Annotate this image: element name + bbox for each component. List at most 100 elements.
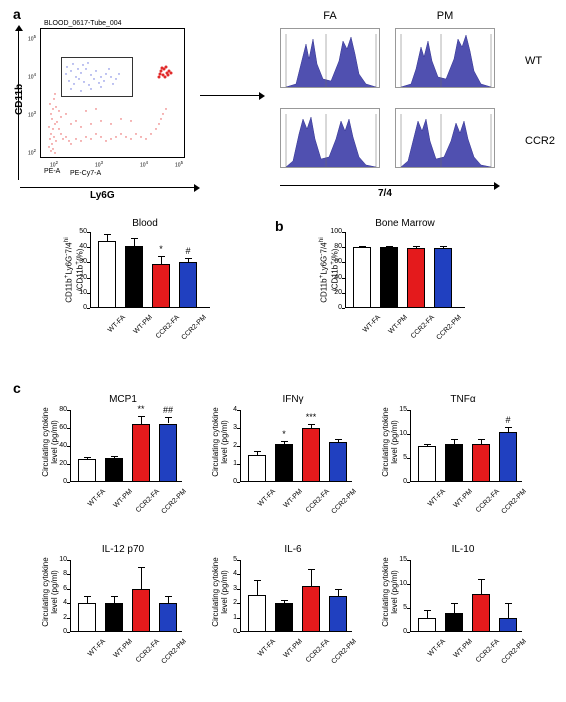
ytick: 4 (52, 599, 67, 606)
ytick: 2 (222, 442, 237, 449)
scatter-x-label: Ly6G (90, 190, 115, 201)
chart-title-IL-10: IL-10 (408, 544, 518, 555)
bar-WT-PM (445, 444, 463, 482)
scatter-y-label: CD11b (14, 84, 25, 115)
bar-WT-FA (248, 595, 266, 632)
ytick: 10 (72, 289, 87, 296)
ytick: 15 (392, 556, 407, 563)
ytick: 0 (392, 628, 407, 635)
ytick: 40 (52, 442, 67, 449)
xtick-WT-FA: WT-FA (247, 488, 277, 518)
xtick-WT-FA: WT-FA (247, 638, 277, 668)
bar-WT-PM (105, 458, 123, 482)
ytick: 1 (222, 614, 237, 621)
bar-CCR2-FA (472, 594, 490, 632)
bar-WT-FA (248, 455, 266, 482)
xtick-CCR2-FA: CCR2-FA (301, 488, 331, 518)
bar-CCR2-FA (152, 264, 170, 308)
panel-a-label: a (13, 6, 21, 22)
sig-marker: * (150, 244, 172, 254)
scatter-x-arrow (20, 187, 195, 188)
ytick: 4 (222, 570, 237, 577)
xtick-CCR2-PM: CCR2-PM (328, 488, 358, 518)
sig-marker: # (497, 415, 519, 425)
bar-WT-FA (78, 603, 96, 632)
chart-title-IFNγ: IFNγ (238, 394, 348, 405)
histo-wt-pm (395, 28, 495, 88)
xtick-CCR2-FA: CCR2-FA (301, 638, 331, 668)
scatter-gate (61, 57, 133, 97)
sig-marker: # (177, 246, 199, 256)
panel-b-label: b (275, 218, 284, 234)
bar-CCR2-FA (302, 586, 320, 632)
ytick: 2 (52, 614, 67, 621)
bar-CCR2-FA (407, 248, 425, 308)
ytick: 3 (222, 585, 237, 592)
histo-x-label: 7/4 (378, 188, 392, 199)
xtick-WT-PM: WT-PM (104, 638, 134, 668)
histo-row-ccr2: CCR2 (525, 135, 555, 147)
histo-wt-fa (280, 28, 380, 88)
xtick-WT-FA: WT-FA (417, 638, 447, 668)
xtick-WT-FA: WT-FA (417, 488, 447, 518)
xtick-CCR2-FA: CCR2-FA (471, 638, 501, 668)
histo-ccr2-fa (280, 108, 380, 168)
chart-ylabel: Circulating cytokinelevel (pg/ml) (382, 552, 400, 632)
xtick-CCR2-PM: CCR2-PM (328, 638, 358, 668)
ytick: 0 (52, 478, 67, 485)
ytick: 20 (52, 460, 67, 467)
bar-CCR2-FA (132, 424, 150, 482)
sig-marker: ** (130, 404, 152, 414)
bar-WT-PM (105, 603, 123, 632)
bar-CCR2-PM (179, 262, 197, 308)
bar-WT-PM (125, 246, 143, 308)
xtick-CCR2-PM: CCR2-PM (158, 488, 188, 518)
bar-CCR2-PM (159, 424, 177, 483)
bar-CCR2-PM (159, 603, 177, 632)
histo-ccr2-pm (395, 108, 495, 168)
ytick: 5 (222, 556, 237, 563)
ytick: 20 (327, 289, 342, 296)
bar-WT-PM (445, 613, 463, 632)
chart-blood-ylabel: CD11b+Ly6G-7/4hi/CD11b+(%) (63, 225, 86, 315)
ytick: 2 (222, 599, 237, 606)
ytick: 0 (222, 628, 237, 635)
histo-x-arrow (280, 185, 495, 186)
xtick-CCR2-PM: CCR2-PM (498, 638, 528, 668)
flow-scatter-plot (40, 28, 185, 158)
ytick: 10 (52, 556, 67, 563)
xtick-WT-PM: WT-PM (444, 488, 474, 518)
sig-marker: *** (300, 412, 322, 422)
bar-WT-FA (418, 618, 436, 632)
xtick-WT-PM: WT-PM (444, 638, 474, 668)
bar-CCR2-FA (132, 589, 150, 632)
ytick: 50 (72, 228, 87, 235)
ytick: 30 (72, 258, 87, 265)
bar-WT-PM (275, 444, 293, 482)
xtick-CCR2-FA: CCR2-FA (471, 488, 501, 518)
sig-marker: ## (157, 405, 179, 415)
bar-CCR2-FA (472, 444, 490, 482)
ytick: 80 (327, 243, 342, 250)
xtick-WT-PM: WT-PM (104, 488, 134, 518)
xtick-WT-FA: WT-FA (77, 488, 107, 518)
gate-to-histo-arrow (200, 95, 260, 96)
bar-CCR2-FA (302, 428, 320, 482)
ytick: 4 (222, 406, 237, 413)
ytick: 5 (392, 454, 407, 461)
ytick: 100 (327, 228, 342, 235)
ytick: 0 (52, 628, 67, 635)
ytick: 80 (52, 406, 67, 413)
ytick: 3 (222, 424, 237, 431)
chart-title-IL-6: IL-6 (238, 544, 348, 555)
chart-bone-ylabel: CD11b+Ly6G-7/4hi/CD11b+(%) (318, 225, 341, 315)
ytick: 20 (72, 274, 87, 281)
chart-title-TNFα: TNFα (408, 394, 518, 405)
ytick: 0 (222, 478, 237, 485)
chart-ylabel: Circulating cytokinelevel (pg/ml) (382, 402, 400, 482)
histo-row-wt: WT (525, 55, 542, 67)
xtick-CCR2-PM: CCR2-PM (158, 638, 188, 668)
histo-col-pm: PM (410, 10, 480, 22)
chart-title-MCP1: MCP1 (68, 394, 178, 405)
ytick: 5 (392, 604, 407, 611)
